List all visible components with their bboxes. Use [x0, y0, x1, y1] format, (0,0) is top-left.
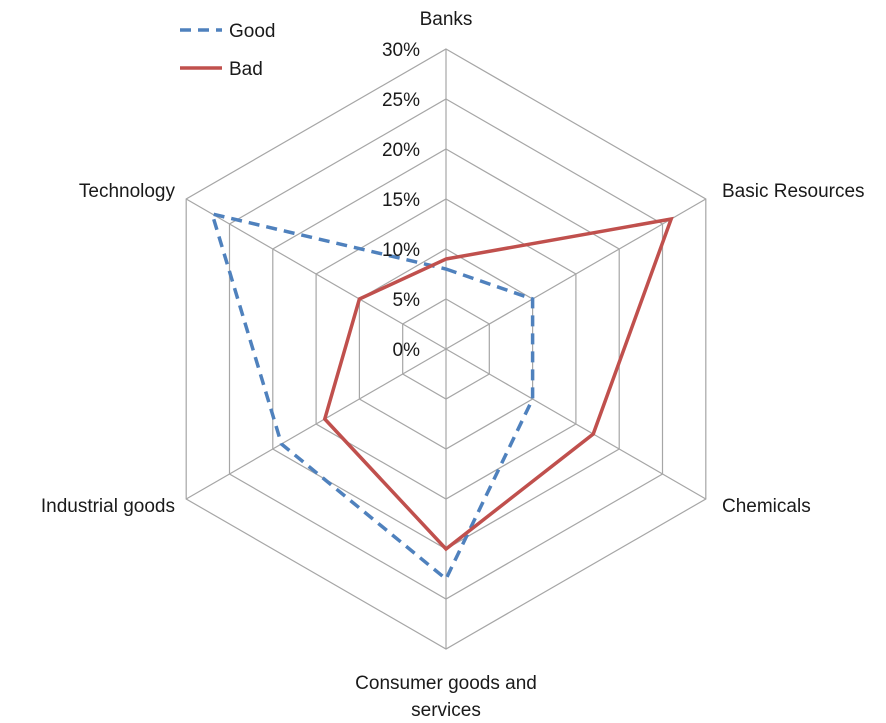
- legend: Good Bad: [180, 21, 275, 80]
- grid-spoke-2: [445, 348, 707, 500]
- category-label: Technology: [79, 181, 176, 202]
- radial-tick-label: 10%: [382, 240, 420, 261]
- series-line-good: [209, 211, 535, 582]
- grid-spoke-4: [185, 348, 447, 500]
- category-label: Chemicals: [722, 496, 811, 517]
- radial-tick-label: 25%: [382, 90, 420, 111]
- radial-tick-label: 30%: [382, 40, 420, 61]
- radial-tick-label: 15%: [382, 190, 420, 211]
- radial-axis-ticks: 0% 5% 10% 15% 20% 25% 30%: [382, 40, 420, 361]
- radial-tick-label: 5%: [393, 290, 421, 311]
- radial-tick-label: 0%: [393, 340, 421, 361]
- series-line-bad: [322, 216, 674, 552]
- category-label: Industrial goods: [41, 496, 175, 517]
- category-label: Basic Resources: [722, 181, 865, 202]
- category-label: Banks: [420, 9, 473, 30]
- category-label: Consumer goods and services: [355, 673, 537, 721]
- radar-series: [209, 211, 674, 582]
- legend-label-good: Good: [229, 21, 275, 42]
- grid-spoke-5: [185, 198, 447, 350]
- legend-label-bad: Bad: [229, 59, 263, 80]
- grid-spoke-1: [445, 198, 707, 350]
- radar-grid: [185, 48, 707, 650]
- category-labels: Banks Basic Resources Chemicals Consumer go…: [41, 9, 865, 721]
- radial-tick-label: 20%: [382, 140, 420, 161]
